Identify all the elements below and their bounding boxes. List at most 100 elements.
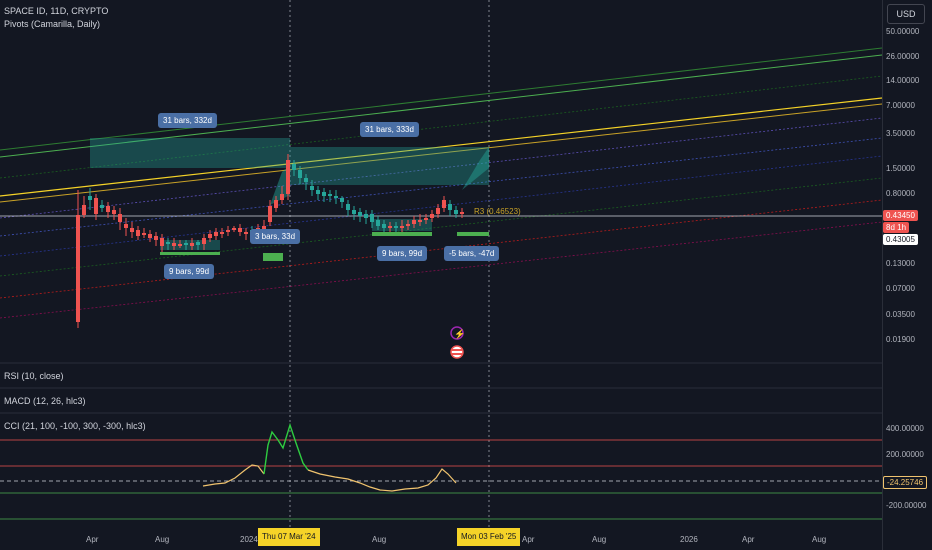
candle-body[interactable] <box>334 196 338 198</box>
candle-body[interactable] <box>160 238 164 246</box>
candle-body[interactable] <box>190 243 194 246</box>
candle-body[interactable] <box>454 210 458 214</box>
candle-body[interactable] <box>76 215 80 322</box>
measure-tag[interactable]: -5 bars, -47d <box>444 246 500 261</box>
candle-body[interactable] <box>286 160 290 194</box>
time-tick: 2024 <box>240 535 258 544</box>
candle-body[interactable] <box>274 200 278 208</box>
time-tick: Aug <box>155 535 170 544</box>
currency-button[interactable]: USD <box>887 4 925 24</box>
measure-box[interactable] <box>90 138 290 168</box>
candle-body[interactable] <box>424 218 428 220</box>
candle-body[interactable] <box>442 200 446 208</box>
candle-body[interactable] <box>202 238 206 244</box>
candle-body[interactable] <box>208 234 212 238</box>
candle-body[interactable] <box>316 190 320 194</box>
candle-body[interactable] <box>172 243 176 246</box>
candle-body[interactable] <box>376 220 380 226</box>
candle-body[interactable] <box>196 242 200 245</box>
candle-body[interactable] <box>214 232 218 236</box>
candle-body[interactable] <box>310 186 314 190</box>
candle-body[interactable] <box>418 220 422 222</box>
cci-line[interactable] <box>202 464 265 487</box>
secondary-price-badge: 0.43005 <box>883 234 918 245</box>
candle-body[interactable] <box>400 226 404 228</box>
cci-line[interactable] <box>307 468 457 492</box>
candle-body[interactable] <box>220 232 224 234</box>
symbol-title[interactable]: SPACE ID, 11D, CRYPTO <box>4 6 109 16</box>
candle-body[interactable] <box>394 226 398 228</box>
measure-tag[interactable]: 9 bars, 99d <box>377 246 428 261</box>
price-tick: 0.80000 <box>886 189 915 198</box>
candle-body[interactable] <box>88 196 92 200</box>
measure-tag[interactable]: 9 bars, 99d <box>164 264 215 279</box>
price-tick: 26.00000 <box>886 52 920 61</box>
candle-body[interactable] <box>322 192 326 196</box>
candle-body[interactable] <box>94 198 98 214</box>
candle-body[interactable] <box>100 205 104 208</box>
trend-channel <box>0 47 882 319</box>
candle-body[interactable] <box>370 214 374 222</box>
candle-body[interactable] <box>262 226 266 230</box>
candle-body[interactable] <box>142 233 146 235</box>
marker-bar <box>160 252 220 255</box>
candle-body[interactable] <box>358 212 362 216</box>
lightning-glyph: ⚡ <box>454 328 465 340</box>
candle-body[interactable] <box>460 212 464 214</box>
candle-body[interactable] <box>298 170 302 178</box>
candle-body[interactable] <box>268 206 272 222</box>
candle-body[interactable] <box>226 230 230 232</box>
cci-indicator-label[interactable]: CCI (21, 100, -100, 300, -300, hlc3) <box>4 421 146 431</box>
candle-body[interactable] <box>166 242 170 244</box>
macd-indicator-label[interactable]: MACD (12, 26, hlc3) <box>4 396 86 406</box>
candle-body[interactable] <box>136 230 140 236</box>
candle-body[interactable] <box>436 208 440 214</box>
price-axis[interactable] <box>882 0 932 550</box>
candle-body[interactable] <box>178 244 182 246</box>
candle-body[interactable] <box>352 210 356 214</box>
rsi-indicator-label[interactable]: RSI (10, close) <box>4 371 64 381</box>
measure-tag[interactable]: 31 bars, 332d <box>158 113 217 128</box>
cci-line-overbought[interactable] <box>263 422 309 475</box>
candle-body[interactable] <box>82 205 86 215</box>
cci-value-badge: -24.25746 <box>883 476 928 489</box>
candle-body[interactable] <box>232 228 236 230</box>
lightning-icon[interactable] <box>450 326 464 340</box>
candle-body[interactable] <box>154 236 158 240</box>
us-flag-icon[interactable] <box>450 345 464 359</box>
candle-body[interactable] <box>112 210 116 214</box>
candle-body[interactable] <box>124 224 128 228</box>
candle-body[interactable] <box>340 198 344 202</box>
measure-box[interactable] <box>290 147 489 185</box>
candle-body[interactable] <box>412 220 416 224</box>
candle-body[interactable] <box>364 214 368 218</box>
candle-body[interactable] <box>148 234 152 238</box>
candle-body[interactable] <box>238 228 242 232</box>
pivots-indicator-label[interactable]: Pivots (Camarilla, Daily) <box>4 19 101 29</box>
last-price-badge: 0.43450 <box>883 210 918 221</box>
candle-body[interactable] <box>304 178 308 182</box>
candle-body[interactable] <box>448 204 452 210</box>
main-chart[interactable]: R3 (0.46523) ⚡ <box>0 0 882 550</box>
price-tick: 14.00000 <box>886 76 920 85</box>
time-tick: Apr <box>86 535 99 544</box>
candle-body[interactable] <box>244 232 248 234</box>
candle-body[interactable] <box>280 194 284 200</box>
candle-body[interactable] <box>346 204 350 210</box>
measure-tag[interactable]: 31 bars, 333d <box>360 122 419 137</box>
candle-body[interactable] <box>118 214 122 222</box>
candle-body[interactable] <box>388 226 392 228</box>
crosshair-date-left: Thu 07 Mar '24 <box>258 528 320 546</box>
price-tick: 1.50000 <box>886 164 915 173</box>
candlestick-series[interactable] <box>76 154 464 328</box>
candle-body[interactable] <box>328 194 332 196</box>
candle-body[interactable] <box>106 206 110 212</box>
candle-body[interactable] <box>382 224 386 228</box>
candle-body[interactable] <box>292 164 296 170</box>
candle-body[interactable] <box>430 214 434 218</box>
measure-box <box>270 165 290 205</box>
candle-body[interactable] <box>184 243 188 245</box>
measure-tag[interactable]: 3 bars, 33d <box>250 229 301 244</box>
candle-body[interactable] <box>406 224 410 226</box>
candle-body[interactable] <box>130 228 134 232</box>
